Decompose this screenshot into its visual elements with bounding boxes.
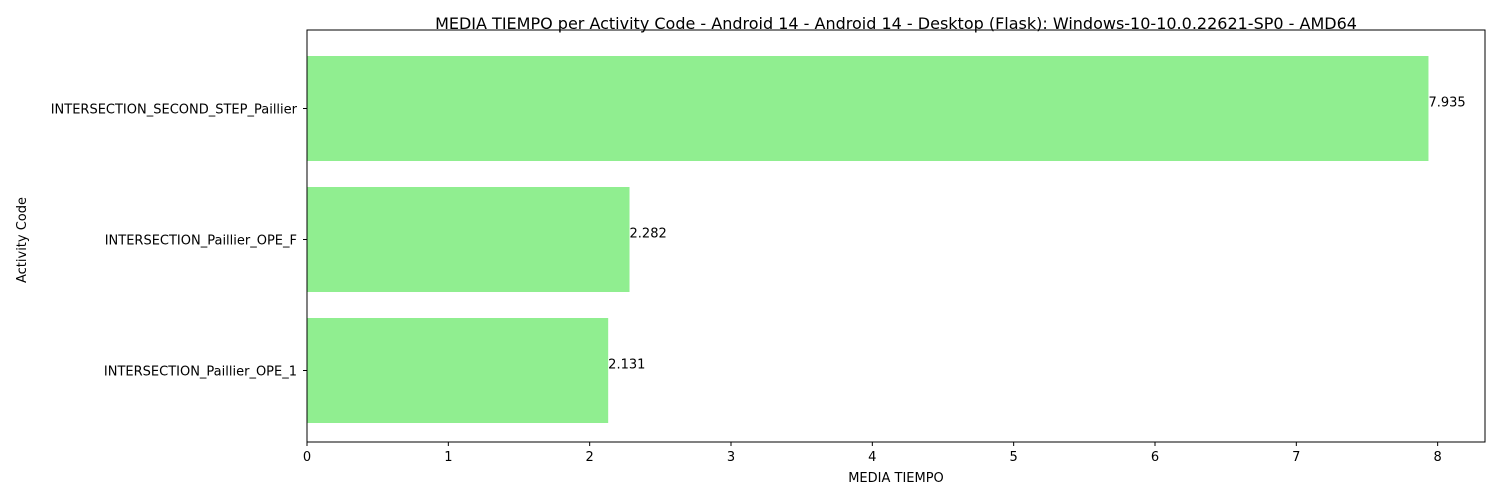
x-tick-label: 8 [1434,450,1442,465]
x-tick-label: 6 [1151,450,1159,465]
x-tick-label: 3 [727,450,735,465]
x-tick-label: 0 [303,450,311,465]
x-tick-label: 4 [868,450,876,465]
bar-INTERSECTION_Paillier_OPE_F [307,187,630,292]
y-tick-label: INTERSECTION_Paillier_OPE_F [105,234,297,249]
y-tick-label: INTERSECTION_SECOND_STEP_Paillier [51,103,298,118]
x-tick-label: 7 [1292,450,1300,465]
y-axis-label: Activity Code [15,197,30,283]
data-label-INTERSECTION_Paillier_OPE_F: 2.282 [630,227,667,242]
data-labels-group: 2.131 2.282 7.935 [608,96,1466,373]
x-tick-label: 1 [444,450,452,465]
chart-title: MEDIA TIEMPO per Activity Code - Android… [435,14,1357,33]
x-tick-label: 5 [1010,450,1018,465]
x-axis-label: MEDIA TIEMPO [848,471,944,486]
data-label-INTERSECTION_Paillier_OPE_1: 2.131 [608,358,645,373]
data-label-INTERSECTION_SECOND_STEP_Paillier: 7.935 [1428,96,1465,111]
x-axis-ticks: 0 1 2 3 4 5 6 7 8 [303,442,1442,465]
y-axis-ticks: INTERSECTION_Paillier_OPE_1 INTERSECTION_… [51,103,307,380]
plot-frame [306,29,1486,443]
x-tick-label: 2 [586,450,594,465]
bar-INTERSECTION_SECOND_STEP_Paillier [307,56,1429,161]
y-tick-label: INTERSECTION_Paillier_OPE_1 [104,365,297,380]
bars-group [307,56,1429,423]
bar-INTERSECTION_Paillier_OPE_1 [307,318,609,423]
